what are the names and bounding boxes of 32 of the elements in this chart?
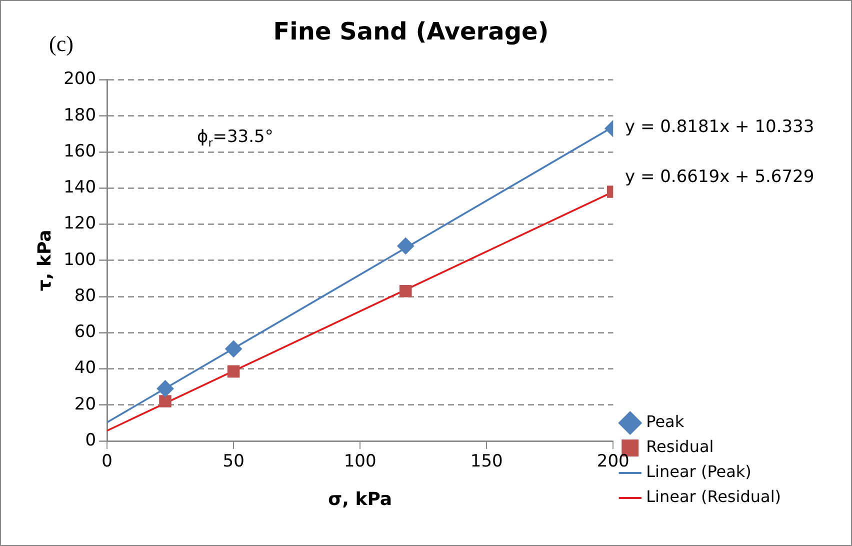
y-tick-label: 20 <box>74 394 96 414</box>
y-tick-label: 120 <box>64 214 96 234</box>
x-tick-label: 100 <box>344 452 376 472</box>
x-tick-label: 200 <box>596 452 630 472</box>
y-tick-label: 200 <box>64 69 96 90</box>
x-tick-label: 150 <box>470 452 503 472</box>
text: (c) <box>49 31 74 57</box>
text: y = 0.8181x + 10.333 <box>625 117 814 137</box>
y-tick-label: 0 <box>85 430 96 450</box>
x-tick-label: 50 <box>222 452 244 472</box>
legend-label: Linear (Residual) <box>646 487 782 506</box>
point <box>225 340 242 358</box>
y-tick-label: 160 <box>64 141 96 162</box>
text: y = 0.6619x + 5.6729 <box>625 167 814 187</box>
annotation: ϕ$_{r}$=33.5° <box>197 127 274 150</box>
legend-label: Residual <box>646 437 714 456</box>
y-tick-label: 60 <box>74 322 96 342</box>
chart-title: Fine Sand (Average) <box>273 18 549 46</box>
point <box>156 380 174 398</box>
x-axis-title: σ, kPa <box>328 488 392 510</box>
y-tick-label: 40 <box>74 358 96 378</box>
y-tick-label: 100 <box>64 250 96 270</box>
legend-label: Peak <box>646 412 685 432</box>
x-tick-label: 0 <box>102 452 112 472</box>
point <box>399 284 412 298</box>
point <box>227 365 240 378</box>
y-tick-label: 180 <box>64 105 96 126</box>
legend-label: Linear (Peak) <box>646 462 752 482</box>
y-tick-label: 140 <box>64 178 96 198</box>
y-tick-label: 80 <box>74 286 96 306</box>
y-axis-title: τ, kPa <box>34 230 56 292</box>
point <box>159 395 172 408</box>
